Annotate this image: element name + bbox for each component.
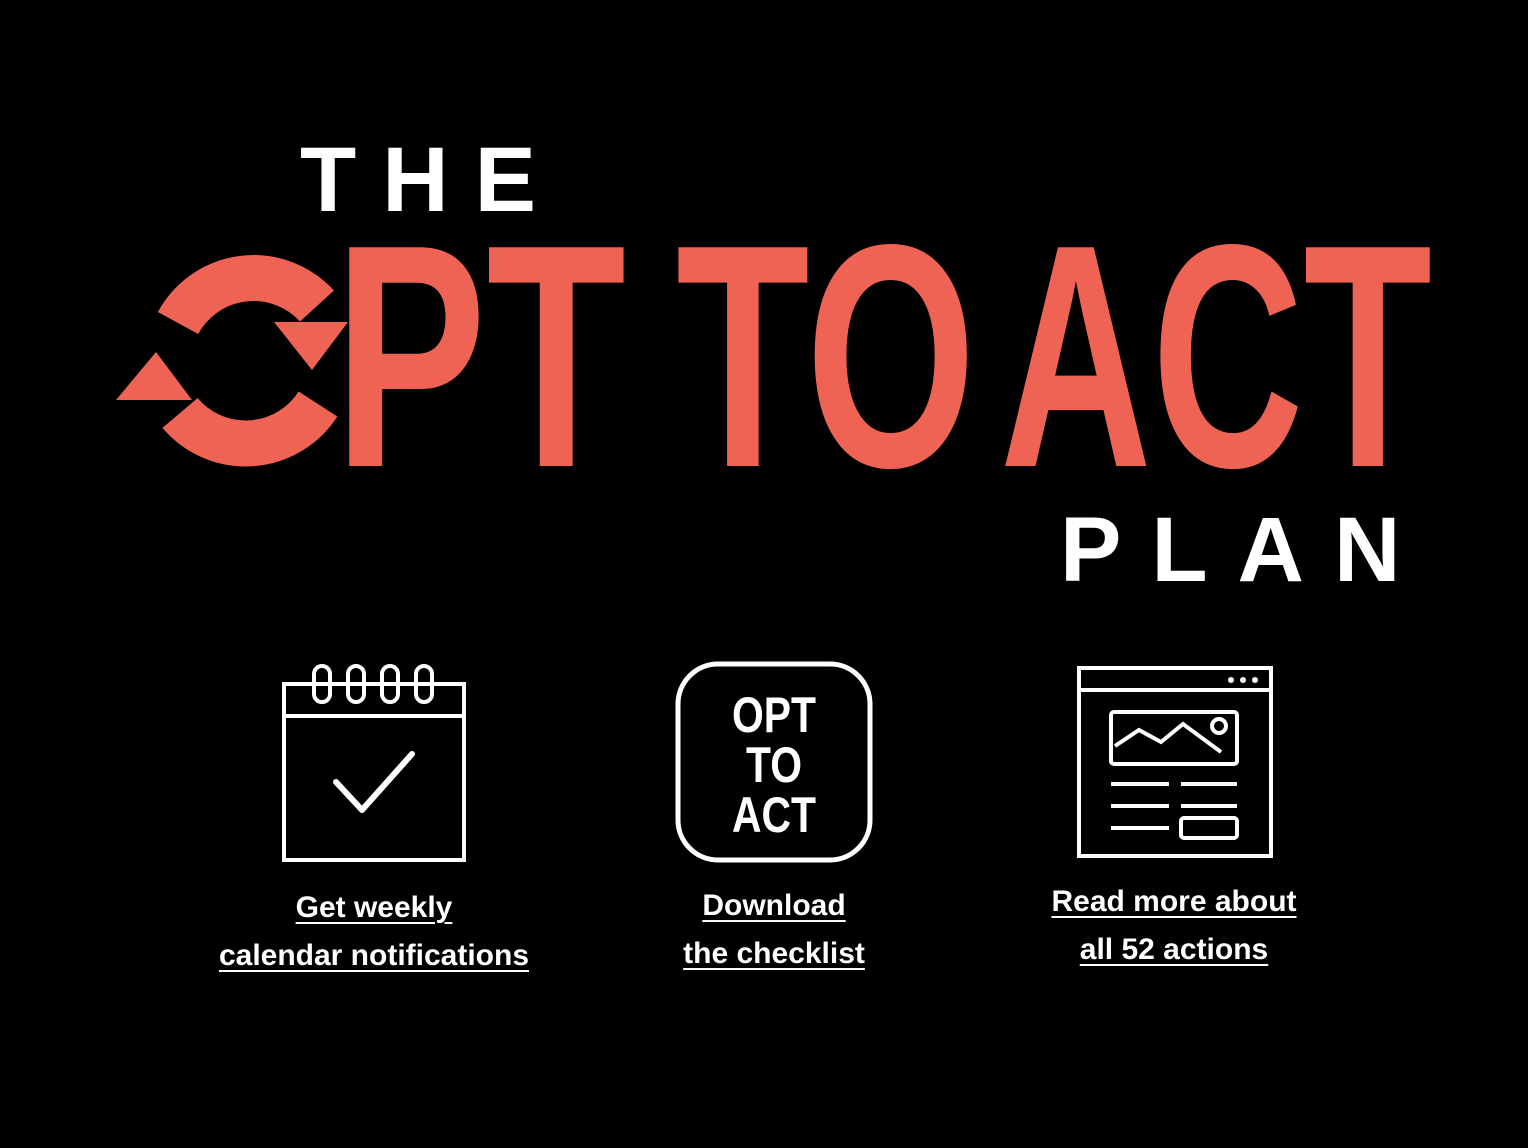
- action-read-more: Read more about all 52 actions: [1014, 660, 1334, 974]
- read-more-actions-link[interactable]: Read more about all 52 actions: [1014, 878, 1334, 974]
- logo-word-act: ACT: [1000, 226, 1432, 506]
- window-dots: [1228, 677, 1258, 683]
- logo-word-pt: PT: [334, 226, 626, 506]
- logo-the-word: THE: [300, 129, 562, 231]
- read-more-actions-link-line-2: all 52 actions: [1079, 933, 1269, 966]
- weekly-notifications-link-line-2: calendar notifications: [218, 939, 530, 972]
- webpage-article-icon: [1077, 666, 1273, 858]
- logo-word-to: TO: [676, 226, 976, 506]
- cycle-arrows-icon: [157, 255, 338, 467]
- action-checklist: OPT TO ACT Download the checklist: [624, 660, 924, 978]
- download-checklist-link-line-2: the checklist: [683, 937, 865, 970]
- logo-opt-to-act: PT TO ACT: [116, 226, 1432, 506]
- download-checklist-link-line-1: Download: [702, 889, 846, 922]
- logo-plan-word: PLAN: [1060, 499, 1431, 601]
- read-more-actions-link-line-1: Read more about: [1051, 885, 1297, 918]
- download-checklist-link[interactable]: Download the checklist: [624, 882, 924, 978]
- weekly-notifications-link[interactable]: Get weekly calendar notifications: [184, 884, 564, 980]
- cycle-arrow-heads: [116, 322, 348, 400]
- badge-line-act: ACT: [732, 787, 816, 843]
- weekly-notifications-link-line-1: Get weekly: [295, 891, 453, 924]
- badge-line-opt: OPT: [732, 687, 816, 743]
- calendar-check-icon: [282, 664, 466, 862]
- action-calendar: Get weekly calendar notifications: [184, 660, 564, 980]
- badge-line-to: TO: [746, 737, 802, 793]
- opt-to-act-badge-icon: OPT TO ACT: [675, 661, 873, 863]
